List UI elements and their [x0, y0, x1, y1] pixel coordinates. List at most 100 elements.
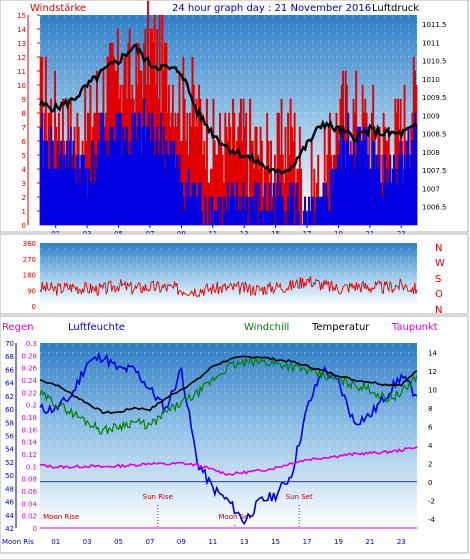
- p3-temp-tick: 6: [428, 423, 433, 431]
- p3-rain-tick: 0.08: [21, 476, 37, 484]
- p2-compass-letter: S: [435, 274, 441, 285]
- p3-humidity-tick: 56: [5, 433, 14, 441]
- p1-right-tick: 1010.5: [422, 58, 447, 66]
- p3-x-tick: 21: [365, 538, 374, 546]
- p3-humidity-tick: 52: [5, 459, 14, 467]
- p2-left-tick: 270: [23, 256, 36, 264]
- p1-right-tick: 1006.5: [422, 204, 447, 212]
- p3-humidity-tick: 54: [5, 446, 14, 454]
- p1-right-tick: 1009.5: [422, 94, 447, 102]
- p3-humidity-tick: 48: [5, 485, 14, 493]
- p1-left-tick: 1: [22, 208, 26, 216]
- p3-x-tick: 07: [145, 538, 154, 546]
- humidity-line: [39, 351, 418, 525]
- p3-temp-tick: -4: [428, 516, 436, 524]
- dewpoint-line: [39, 445, 418, 476]
- p1-right-tick: 1007: [422, 185, 440, 193]
- p1-left-tick: 13: [17, 40, 26, 48]
- p3-rain-tick: 0.24: [21, 377, 37, 385]
- p1-left-tick: 3: [22, 180, 26, 188]
- p2-compass-letter: N: [435, 243, 442, 254]
- p1-left-tick: 15: [17, 12, 26, 20]
- p3-temp-tick: 10: [428, 386, 437, 394]
- p3-humidity-tick: 58: [5, 419, 14, 427]
- p3-temp-tick: 2: [428, 460, 432, 468]
- p1-left-tick: 7: [22, 124, 26, 132]
- p3-x-tick: 03: [83, 538, 92, 546]
- p3-x-tick: 05: [114, 538, 123, 546]
- p3-annotation-label: Moon Set: [218, 513, 251, 521]
- p3-temp-tick: 0: [428, 479, 432, 487]
- p3-plot-dots: [40, 343, 417, 528]
- p3-x-tick: 01: [51, 538, 60, 546]
- p3-annotation-label: Moon Rise: [43, 513, 79, 521]
- p2-left-tick: 360: [23, 240, 36, 248]
- p3-humidity-tick: 42: [5, 525, 14, 533]
- p3-temp-tick: 14: [428, 349, 437, 357]
- p1-left-tick: 11: [17, 68, 26, 76]
- p3-annotation-label: Sun Set: [286, 493, 313, 501]
- p3-header-label: Taupunkt: [391, 322, 438, 333]
- p3-rain-tick: 0.22: [21, 389, 37, 397]
- p1-left-tick: 8: [22, 110, 26, 118]
- p1-right-tick: 1011: [422, 39, 440, 47]
- p3-humidity-tick: 64: [5, 380, 14, 388]
- p2-plot-dots: [40, 243, 417, 306]
- p3-rain-tick: 0.26: [21, 365, 37, 373]
- p1-layer: 12345678910111213141501006.510071007.510…: [17, 0, 447, 238]
- p3-x-tick: 19: [334, 538, 343, 546]
- p1-right-tick: 1008: [422, 149, 440, 157]
- p3-humidity-tick: 60: [5, 406, 14, 414]
- p3-rain-tick: 0.28: [21, 352, 37, 360]
- p2-compass-letter: W: [435, 258, 445, 269]
- p3-header-label: Regen: [2, 322, 34, 333]
- p3-rain-tick: 0.2: [26, 402, 37, 410]
- pressure-line: [38, 43, 418, 175]
- p3-rain-tick: 0.3: [26, 340, 37, 348]
- p1-left-tick: 5: [22, 152, 26, 160]
- p3-header: Regen Luftfeuchte Windchill Temperatur Taupu…: [2, 322, 438, 333]
- p3-temp-tick: 12: [428, 368, 437, 376]
- p1-left-tick: 14: [17, 26, 26, 34]
- p3-rain-tick: 0.18: [21, 414, 37, 422]
- p1-left-tick: 6: [22, 138, 27, 146]
- p3-humidity-tick: 70: [5, 340, 14, 348]
- p1-title: 24 hour graph day : 21 November 2016: [172, 3, 371, 14]
- p1-right-tick: 1007.5: [422, 167, 447, 175]
- p3-humidity-tick: 44: [5, 512, 14, 520]
- p3-x-tick: 13: [240, 538, 249, 546]
- p2-left-tick: 180: [23, 272, 36, 280]
- p1-left-tick: 4: [22, 166, 27, 174]
- p3-rain-tick: 0.14: [21, 439, 37, 447]
- p3-header-label: Windchill: [244, 322, 289, 333]
- p3-humidity-tick: 68: [5, 353, 14, 361]
- p3-x-tick: 09: [177, 538, 186, 546]
- p3-x-tick: 11: [208, 538, 217, 546]
- p1-left-tick: 2: [22, 194, 26, 202]
- p3-temp-tick: 8: [428, 405, 432, 413]
- p3-x-tick: 17: [303, 538, 312, 546]
- p3-rain-tick: 0.04: [21, 500, 37, 508]
- p1-right-tick: 1008.5: [422, 131, 447, 139]
- p3-rain-tick: 0.12: [21, 451, 37, 459]
- p2-compass-letter: N: [435, 305, 442, 316]
- p1-right-tick: 1011.5: [422, 21, 447, 29]
- p3-humidity-tick: 66: [5, 366, 14, 374]
- wind-gust-area: [39, 98, 418, 226]
- wind-direction-line: [39, 276, 418, 298]
- p1-left-tick: 0: [22, 222, 26, 230]
- p1-left-tick: 9: [22, 96, 26, 104]
- p3-header-label: Temperatur: [311, 322, 370, 333]
- p3-rain-tick: 0.02: [21, 513, 37, 521]
- p3-humidity-tick: 62: [5, 393, 14, 401]
- p2-left-tick: 90: [27, 287, 36, 295]
- p3-humidity-tick: 46: [5, 499, 14, 507]
- p3-rain-tick: 0: [33, 525, 37, 533]
- p1-left-tick: 12: [17, 54, 26, 62]
- p3-bottom-label: Moon Ris: [2, 538, 34, 546]
- p3-x-tick: 15: [271, 538, 280, 546]
- p3-temp-tick: -2: [428, 497, 435, 505]
- p3-layer: 42444648505254565860626466687000.020.040…: [2, 340, 437, 546]
